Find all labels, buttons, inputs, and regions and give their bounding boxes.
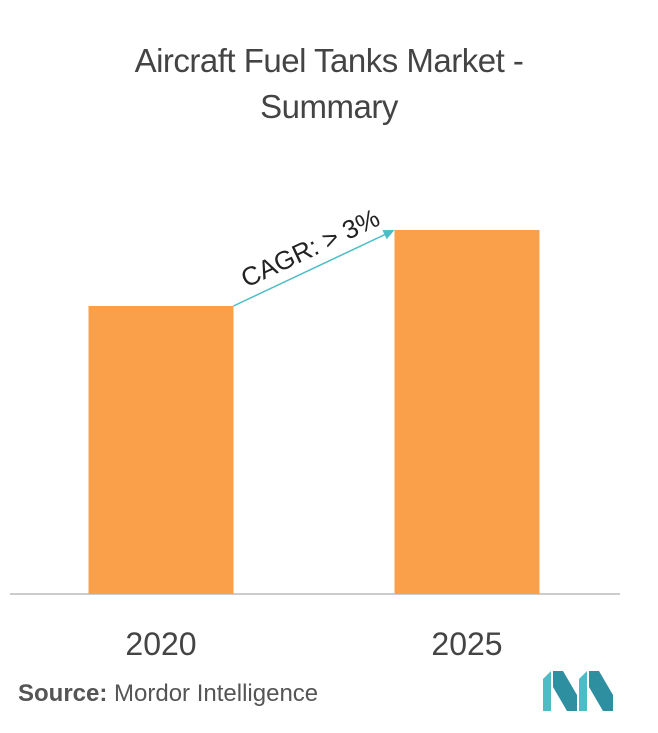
- chart-title: Aircraft Fuel Tanks Market - Summary: [0, 38, 658, 130]
- bar-2025: [394, 230, 540, 594]
- chart-title-line2: Summary: [260, 88, 398, 125]
- x-tick-labels: 2020 2025: [125, 626, 502, 662]
- bar-2020: [88, 306, 234, 594]
- bars-group: [88, 230, 540, 594]
- mordor-logo-icon: [543, 671, 613, 711]
- cagr-arrow: [233, 234, 385, 307]
- source-text: Mordor Intelligence: [114, 680, 319, 707]
- cagr-annotation: CAGR: > 3%: [236, 202, 384, 293]
- cagr-arrowhead: [382, 230, 395, 240]
- source-label: Source:: [18, 680, 108, 707]
- x-tick-label-2020: 2020: [125, 626, 196, 662]
- x-tick-label-2025: 2025: [431, 626, 502, 662]
- chart-title-line1: Aircraft Fuel Tanks Market -: [134, 42, 524, 79]
- source-note: Source: Mordor Intelligence: [18, 680, 318, 708]
